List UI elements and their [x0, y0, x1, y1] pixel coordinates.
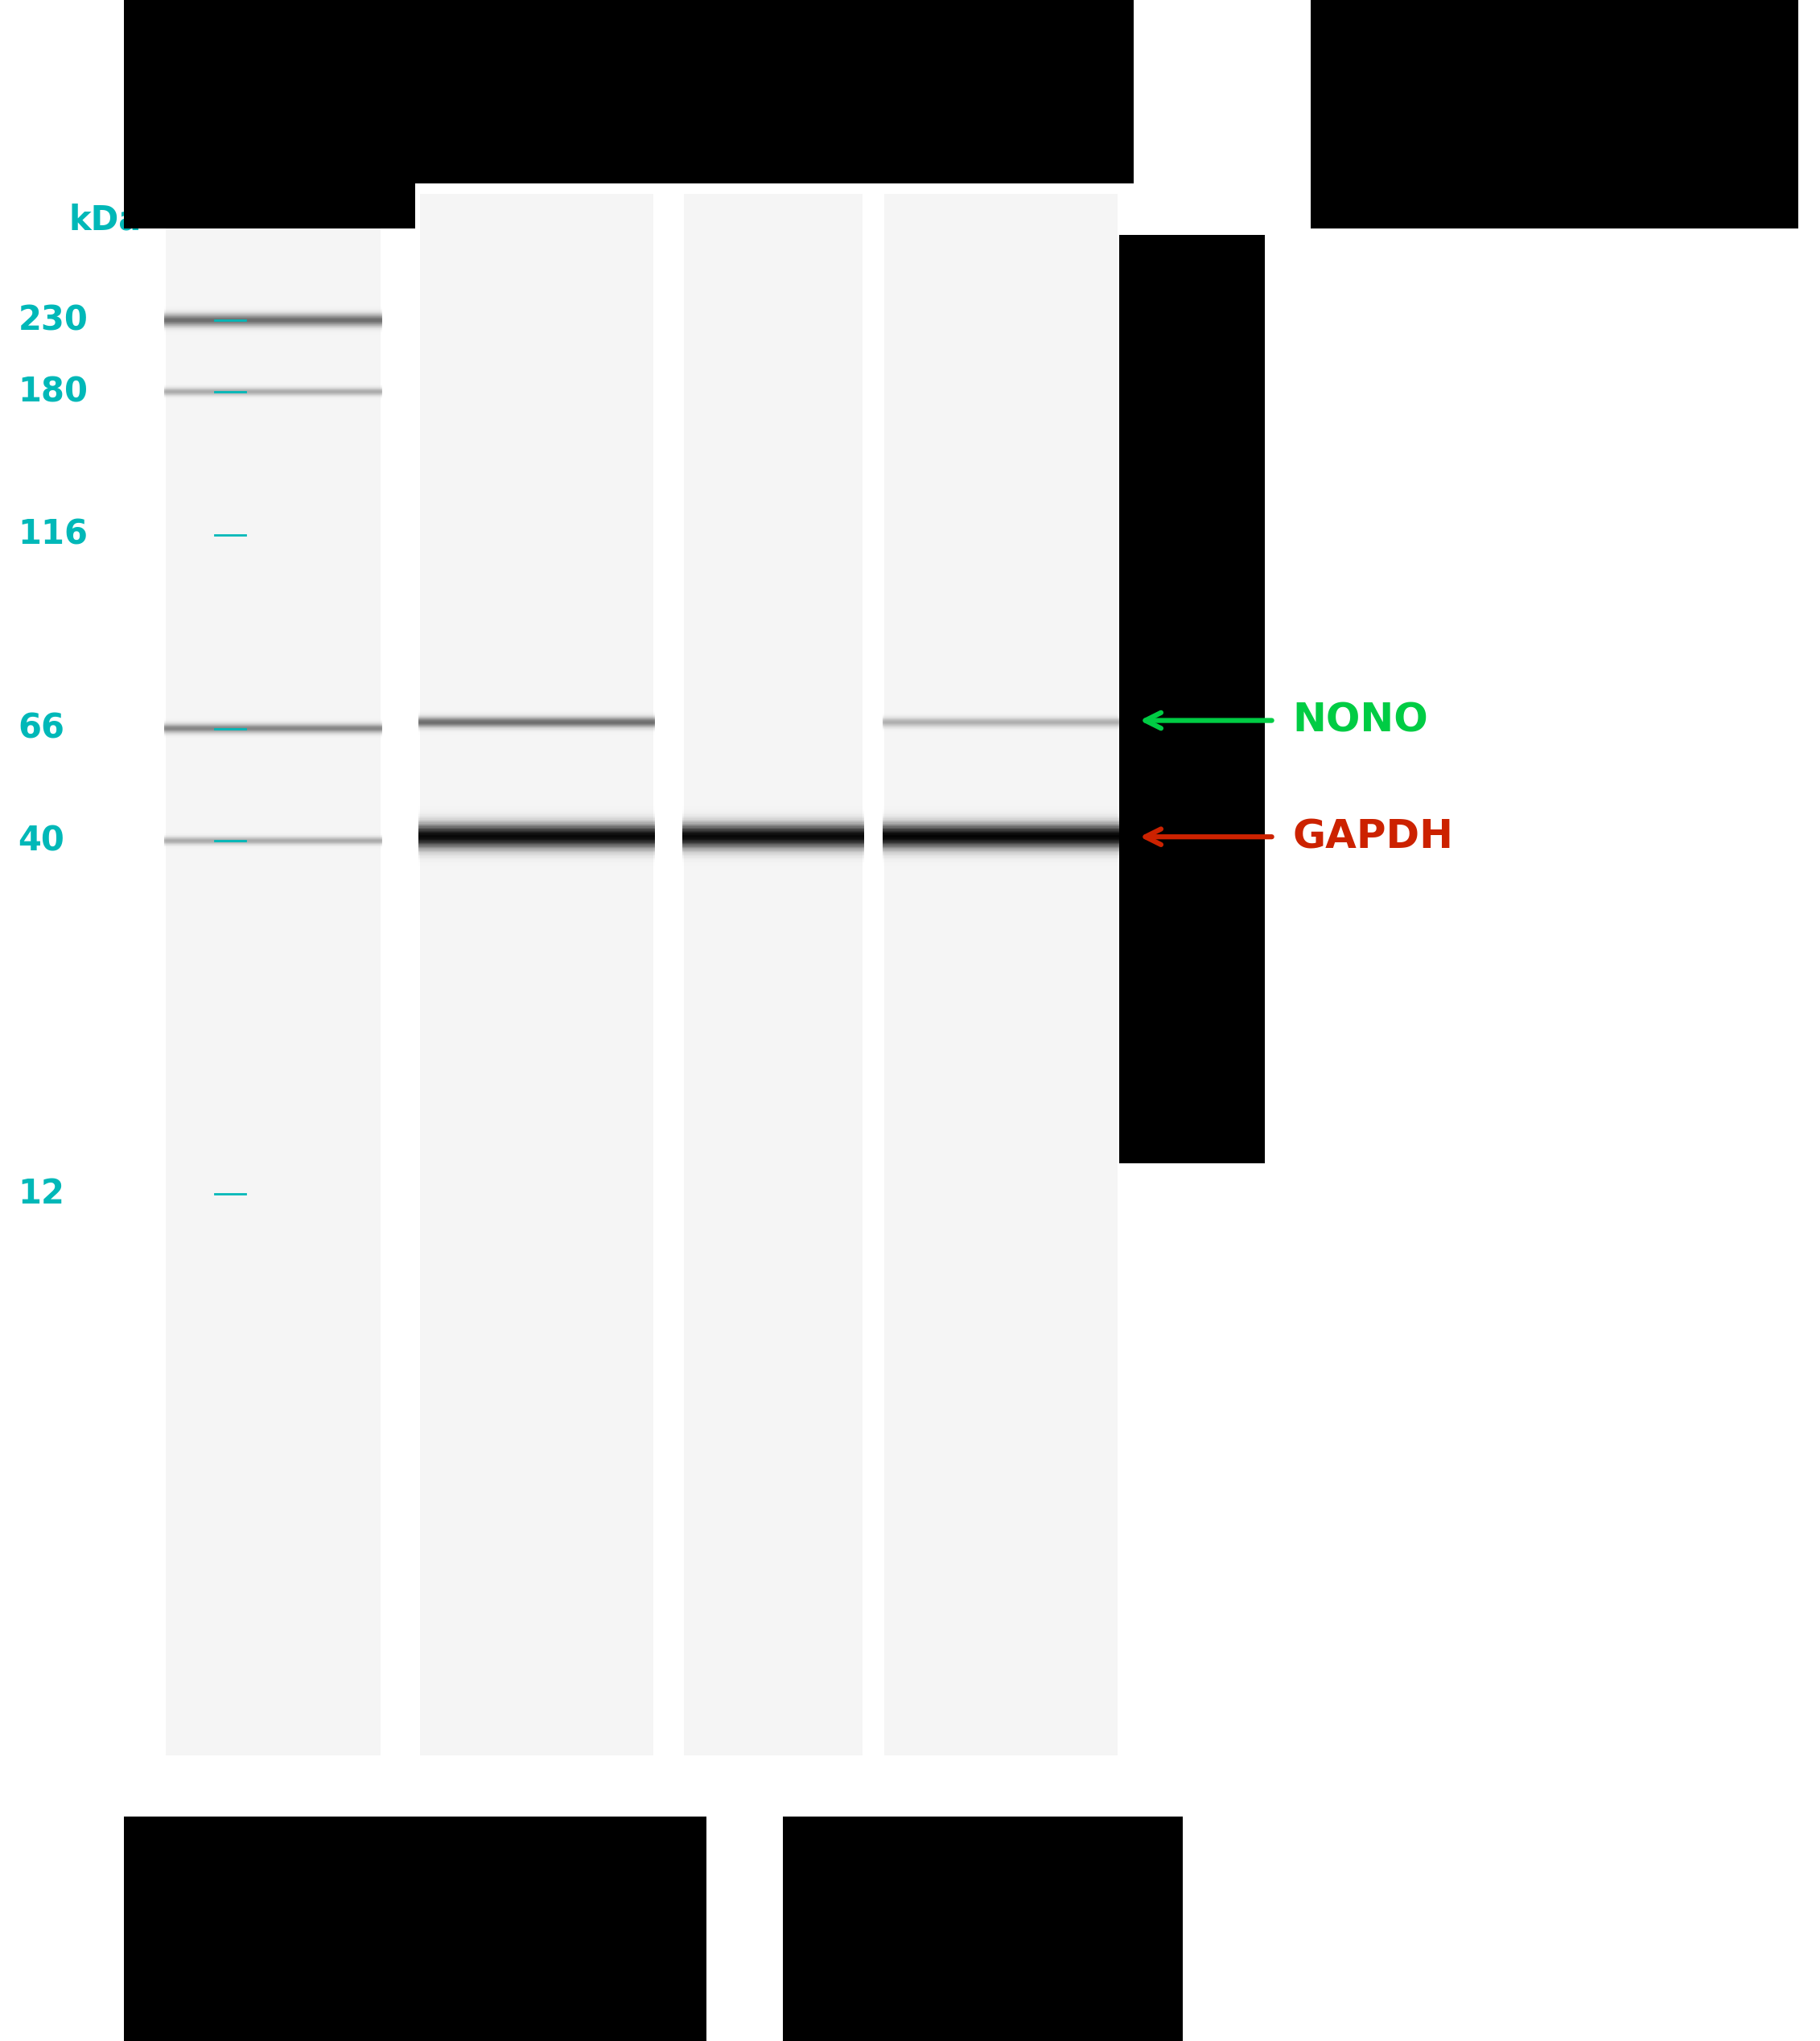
Text: 180: 180 [18, 376, 87, 408]
Text: 66: 66 [18, 712, 66, 745]
Text: NONO: NONO [1292, 702, 1429, 739]
Bar [1119, 816, 1265, 1163]
Text: 40: 40 [18, 825, 66, 857]
Bar [682, 194, 864, 1755]
Bar [124, 184, 415, 229]
Bar [1310, 0, 1798, 229]
Text: 230: 230 [18, 304, 87, 337]
Bar [124, 0, 1134, 184]
Bar [1310, 229, 1592, 298]
Bar [783, 1816, 1183, 2041]
Text: GAPDH: GAPDH [1292, 818, 1452, 855]
Bar [419, 194, 655, 1755]
Bar [883, 194, 1119, 1755]
Bar [124, 1816, 706, 2041]
Text: 12: 12 [18, 1178, 66, 1210]
Bar [164, 194, 382, 1755]
Text: 116: 116 [18, 518, 87, 551]
Bar [1119, 235, 1265, 827]
Text: kDa: kDa [69, 204, 142, 237]
